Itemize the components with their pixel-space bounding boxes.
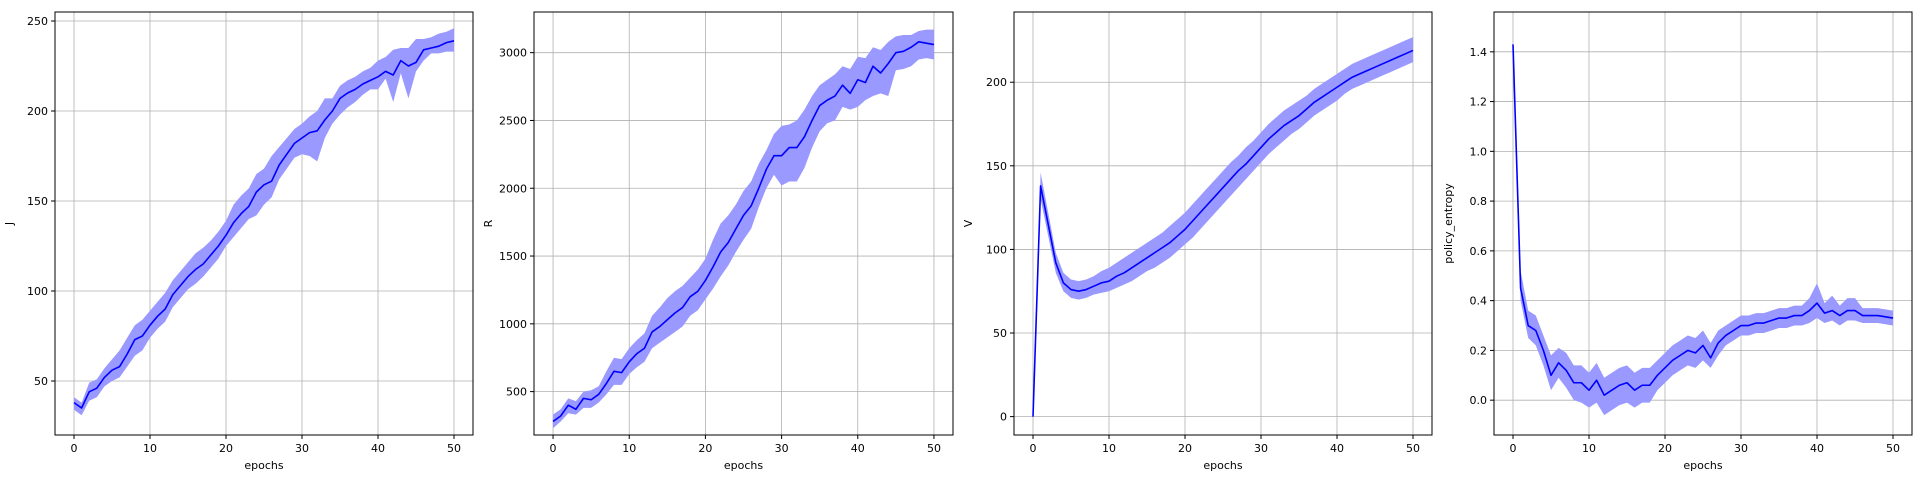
y-tick-label: 200	[986, 76, 1007, 89]
y-tick-label: 2000	[499, 182, 527, 195]
y-tick-label: 1.4	[1470, 46, 1488, 59]
x-axis-label: epochs	[244, 459, 283, 472]
x-tick-label: 50	[1886, 442, 1900, 455]
y-tick-label: 1000	[499, 318, 527, 331]
y-tick-label: 0	[1000, 411, 1007, 424]
x-tick-label: 0	[71, 442, 78, 455]
y-tick-label: 0.6	[1470, 245, 1488, 258]
y-tick-label: 3000	[499, 47, 527, 60]
series-line	[1512, 44, 1894, 396]
x-tick-label: 50	[1406, 442, 1420, 455]
axes-frame	[1013, 11, 1433, 436]
y-tick-label: 150	[27, 195, 48, 208]
confidence-band	[74, 28, 454, 416]
chart-panel-3: 0 10 20 30 40 50 0 50 100 150 200 epochs V	[962, 11, 1433, 472]
x-tick-label: 40	[371, 442, 385, 455]
y-tick-label: 1.2	[1470, 96, 1488, 109]
y-tick-label: 150	[986, 160, 1007, 173]
y-tick-label: 0.8	[1470, 195, 1488, 208]
confidence-band	[1033, 37, 1413, 417]
y-axis-label: V	[962, 219, 975, 227]
series-line	[73, 40, 455, 409]
x-tick-label: 30	[1254, 442, 1268, 455]
chart-panel-2: 0 10 20 30 40 50 500 1000 1500 2000 2500 3000 epochs…	[482, 11, 954, 472]
x-tick-label: 20	[219, 442, 233, 455]
y-axis-label: policy_entropy	[1442, 183, 1455, 264]
x-axis-label: epochs	[724, 459, 763, 472]
series-line	[1032, 49, 1414, 417]
x-tick-label: 10	[622, 442, 636, 455]
x-tick-label: 20	[698, 442, 712, 455]
y-axis-label: R	[482, 219, 495, 227]
x-tick-label: 0	[550, 442, 557, 455]
x-tick-label: 50	[927, 442, 941, 455]
x-tick-label: 30	[1734, 442, 1748, 455]
x-tick-label: 0	[1030, 442, 1037, 455]
confidence-band	[553, 29, 934, 429]
y-tick-label: 100	[27, 285, 48, 298]
x-tick-label: 0	[1510, 442, 1517, 455]
y-tick-label: 500	[506, 386, 527, 399]
y-tick-label: 100	[986, 243, 1007, 256]
confidence-band	[1513, 44, 1893, 416]
chart-panel-4: 0 10 20 30 40 50 0.0 0.2 0.4 0.6 0.8 1.0 1.2 1.4 epoch…	[1442, 11, 1913, 472]
y-tick-label: 50	[34, 375, 48, 388]
x-tick-label: 30	[775, 442, 789, 455]
x-tick-label: 40	[851, 442, 865, 455]
x-tick-label: 40	[1330, 442, 1344, 455]
x-axis-label: epochs	[1683, 459, 1722, 472]
x-axis-label: epochs	[1203, 459, 1242, 472]
x-tick-label: 50	[447, 442, 461, 455]
x-tick-label: 10	[1582, 442, 1596, 455]
y-tick-label: 0.4	[1470, 295, 1488, 308]
y-axis-label: J	[3, 222, 16, 226]
x-tick-label: 20	[1178, 442, 1192, 455]
axes-frame	[533, 11, 954, 436]
y-tick-label: 250	[27, 15, 48, 28]
chart-panel-1: 0 10 20 30 40 50 50 100 150 200 250 epochs J	[3, 11, 474, 472]
x-tick-label: 40	[1810, 442, 1824, 455]
y-tick-label: 0.2	[1470, 344, 1488, 357]
y-tick-label: 200	[27, 105, 48, 118]
series-line	[552, 41, 935, 423]
x-tick-label: 20	[1658, 442, 1672, 455]
y-tick-label: 50	[993, 327, 1007, 340]
axes-frame	[1493, 11, 1913, 436]
y-tick-label: 1500	[499, 250, 527, 263]
y-tick-label: 0.0	[1470, 394, 1488, 407]
x-tick-label: 10	[143, 442, 157, 455]
x-tick-label: 30	[295, 442, 309, 455]
axes-frame	[54, 11, 474, 436]
y-tick-label: 1.0	[1470, 145, 1488, 158]
x-tick-label: 10	[1102, 442, 1116, 455]
y-tick-label: 2500	[499, 114, 527, 127]
